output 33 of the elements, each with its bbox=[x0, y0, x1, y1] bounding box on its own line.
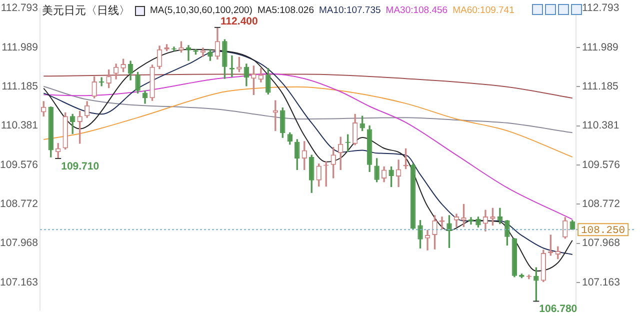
line-series bbox=[43, 86, 573, 134]
y2-tick-label: 107.163 bbox=[582, 276, 620, 288]
annotation: 109.710 bbox=[61, 160, 100, 172]
line-series bbox=[43, 86, 573, 158]
ref-line-label: 108.250 bbox=[581, 224, 626, 237]
chart-subtitle: MA(5,10,30,60,100,200) bbox=[150, 5, 252, 16]
candlestick bbox=[98, 77, 104, 86]
y-tick-label: 108.772 bbox=[0, 198, 38, 210]
y-tick-label: 107.163 bbox=[0, 276, 38, 288]
text: MA60:109.741 bbox=[452, 5, 514, 16]
chart-title: 美元日元〈日线〉 bbox=[42, 4, 130, 18]
text: MA10:107.735 bbox=[318, 5, 381, 16]
annotation: 106.780 bbox=[539, 303, 578, 316]
y-tick-label: 109.576 bbox=[0, 158, 38, 171]
text: MA5:108.026 bbox=[257, 5, 314, 16]
y2-tick-label: 109.576 bbox=[582, 158, 620, 171]
y2-tick-label: 110.381 bbox=[582, 120, 620, 132]
y2-tick-label: 111.989 bbox=[582, 41, 619, 54]
text: MA30:108.456 bbox=[386, 5, 448, 16]
y-tick-label: 107.968 bbox=[0, 237, 38, 250]
y2-tick-label: 108.772 bbox=[582, 198, 620, 210]
y-tick-label: 111.185 bbox=[2, 80, 38, 93]
y-tick-label: 110.381 bbox=[0, 120, 38, 132]
y-tick-label: 112.793 bbox=[0, 2, 38, 14]
annotation: 112.400 bbox=[220, 15, 258, 28]
y2-tick-label: 107.968 bbox=[582, 237, 620, 250]
y2-tick-label: 111.185 bbox=[582, 80, 619, 93]
candlestick bbox=[424, 230, 430, 250]
line-series bbox=[43, 73, 573, 220]
y2-tick-label: 112.793 bbox=[582, 2, 620, 14]
y-tick-label: 111.989 bbox=[2, 41, 38, 54]
line-series bbox=[43, 74, 573, 99]
candlestick bbox=[186, 45, 192, 61]
